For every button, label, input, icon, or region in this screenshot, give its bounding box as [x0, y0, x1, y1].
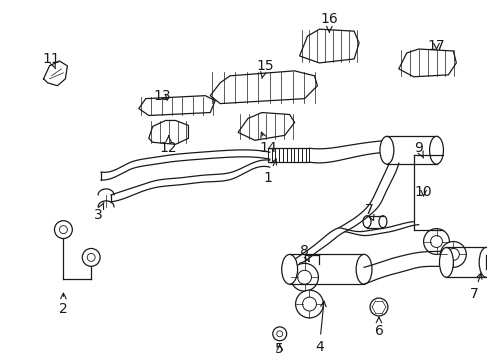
- Ellipse shape: [281, 255, 297, 284]
- Text: 5: 5: [275, 342, 284, 356]
- Circle shape: [82, 248, 100, 266]
- Circle shape: [447, 248, 458, 260]
- Ellipse shape: [355, 255, 371, 284]
- Text: 2: 2: [59, 293, 68, 316]
- Ellipse shape: [439, 247, 452, 277]
- Ellipse shape: [428, 136, 443, 164]
- Circle shape: [60, 226, 67, 234]
- Circle shape: [87, 253, 95, 261]
- Circle shape: [429, 235, 442, 247]
- Text: 4: 4: [314, 301, 325, 354]
- Circle shape: [290, 264, 318, 291]
- Text: 6: 6: [374, 317, 383, 338]
- Text: 14: 14: [259, 132, 276, 155]
- Text: 17: 17: [427, 39, 445, 53]
- Ellipse shape: [378, 216, 386, 228]
- Text: 8: 8: [300, 244, 308, 261]
- Circle shape: [423, 229, 448, 255]
- Ellipse shape: [379, 136, 393, 164]
- Circle shape: [440, 242, 466, 267]
- Circle shape: [369, 298, 387, 316]
- Circle shape: [276, 331, 282, 337]
- Text: 3: 3: [94, 202, 103, 222]
- Ellipse shape: [362, 216, 370, 228]
- Circle shape: [272, 327, 286, 341]
- Text: 12: 12: [160, 136, 177, 155]
- Text: 7: 7: [469, 273, 481, 301]
- Ellipse shape: [480, 255, 488, 270]
- Circle shape: [295, 290, 323, 318]
- Text: 7: 7: [364, 203, 373, 221]
- Text: 1: 1: [263, 159, 276, 185]
- Circle shape: [54, 221, 72, 239]
- Text: 9: 9: [413, 141, 423, 158]
- Ellipse shape: [478, 247, 488, 277]
- Circle shape: [297, 270, 311, 284]
- Text: 15: 15: [256, 59, 273, 78]
- Text: 16: 16: [320, 12, 338, 32]
- Circle shape: [302, 297, 316, 311]
- Text: 10: 10: [414, 185, 431, 199]
- Text: 13: 13: [154, 89, 171, 103]
- Text: 11: 11: [42, 52, 60, 69]
